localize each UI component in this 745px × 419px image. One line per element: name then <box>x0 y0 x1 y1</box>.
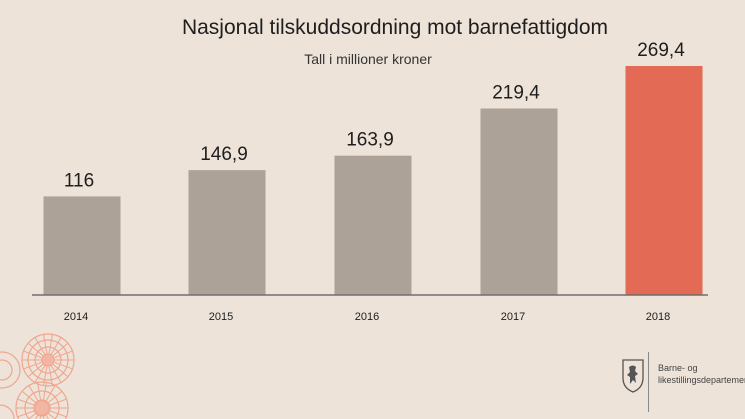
x-tick-label-2014: 2014 <box>64 311 88 323</box>
department-logo: Barne- og likestillingsdepartementet <box>618 350 745 419</box>
value-label-2017: 219,4 <box>492 83 540 104</box>
x-tick-label-2016: 2016 <box>355 311 379 323</box>
value-label-2018: 269,4 <box>637 40 685 61</box>
norwegian-lion-icon <box>622 359 644 393</box>
value-label-2016: 163,9 <box>346 130 394 151</box>
value-label-2014: 116 <box>64 170 94 191</box>
bar-2017 <box>480 108 558 295</box>
bar-2018 <box>625 66 703 295</box>
chart-title: Nasjonal tilskuddsordning mot barnefatti… <box>181 16 609 39</box>
logo-divider <box>648 352 649 412</box>
x-tick-label-2015: 2015 <box>209 311 233 323</box>
decorative-flower-ornament <box>0 333 75 419</box>
bar-2016 <box>334 155 412 295</box>
bar-2014 <box>43 196 121 295</box>
department-name: Barne- og likestillingsdepartementet <box>658 363 745 385</box>
x-tick-label-2017: 2017 <box>501 311 525 323</box>
value-label-2015: 146,9 <box>200 144 248 165</box>
chart-subtitle: Tall i millioner kroner <box>304 51 432 67</box>
bar-2015 <box>188 170 266 295</box>
x-tick-label-2018: 2018 <box>646 311 670 323</box>
